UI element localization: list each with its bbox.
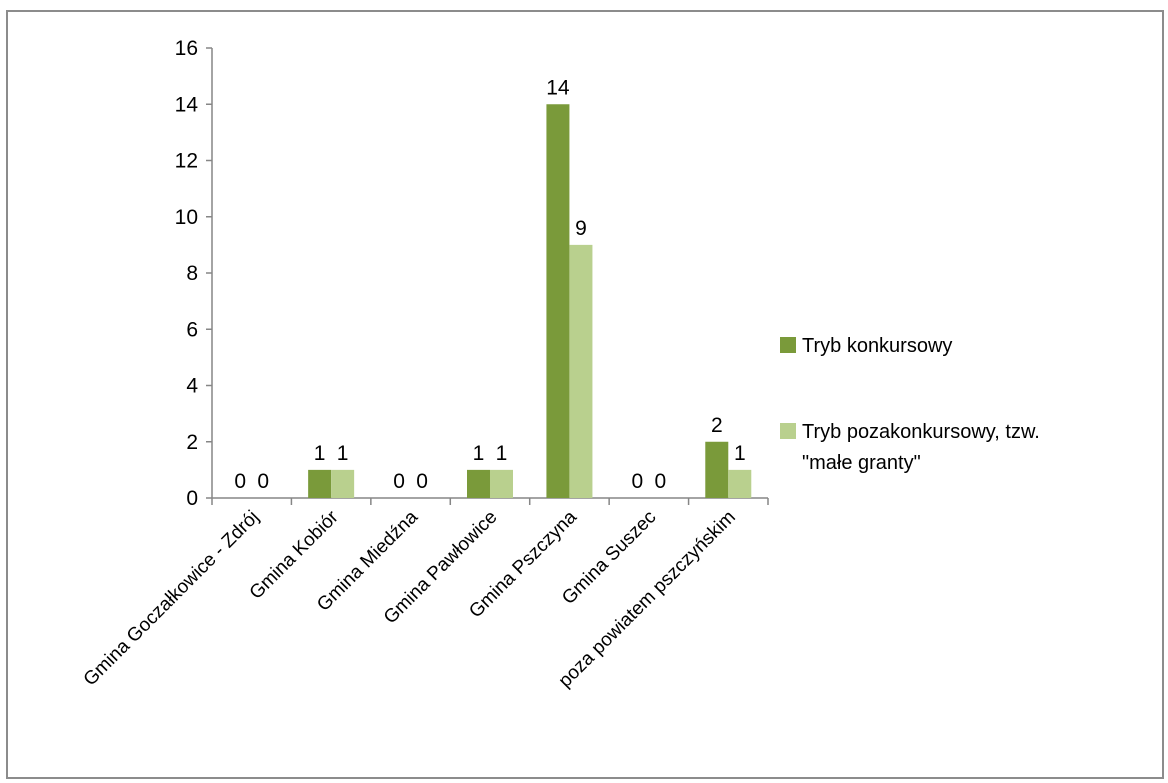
y-tick-label: 4: [186, 375, 198, 398]
data-label: 2: [711, 414, 723, 437]
y-tick-label: 16: [175, 37, 198, 60]
y-tick-label: 8: [186, 262, 198, 285]
data-label: 1: [496, 442, 508, 465]
data-label: 9: [575, 217, 587, 240]
data-label: 0: [632, 470, 644, 493]
bar: [705, 441, 729, 498]
data-label: 1: [734, 442, 746, 465]
bar: [308, 469, 332, 498]
data-label: 14: [546, 76, 570, 99]
data-label: 1: [473, 442, 485, 465]
y-tick-label: 6: [186, 318, 198, 341]
bar: [331, 469, 355, 498]
legend-label: Tryb pozakonkursowy, tzw. "małe granty": [802, 421, 1040, 474]
legend-swatch: [780, 337, 796, 353]
bar: [467, 469, 490, 498]
data-labels: 0 1 0 1 14 0 2 0 1 0 1 9 0 1: [234, 76, 745, 493]
bars: [308, 104, 752, 498]
y-tick-label: 14: [175, 93, 199, 116]
legend: Tryb konkursowy Tryb pozakonkursowy, tzw.…: [780, 335, 1040, 474]
y-tick-label: 2: [186, 431, 198, 454]
data-label: 0: [655, 470, 667, 493]
y-tick-label: 0: [186, 487, 198, 510]
data-label: 0: [393, 470, 405, 493]
chart-frame: 0 2 4 6 8 10 12 14 16 0 1 0 1 14 0 2 0 1 0 1 9 0 1 Gmina Gocz…: [6, 10, 1164, 779]
bar: [728, 469, 752, 498]
data-label: 1: [314, 442, 326, 465]
bar: [490, 469, 513, 498]
legend-swatch: [780, 423, 796, 439]
bar: [569, 244, 593, 498]
data-label: 1: [337, 442, 349, 465]
y-tick-label: 10: [175, 206, 198, 229]
data-label: 0: [234, 470, 246, 493]
legend-label: Tryb konkursowy: [802, 335, 952, 357]
bar: [546, 104, 570, 498]
y-tick-label: 12: [175, 150, 198, 173]
category-label: Gmina Goczałkowice - Zdrój: [80, 507, 264, 691]
data-label: 0: [257, 470, 269, 493]
data-label: 0: [416, 470, 428, 493]
